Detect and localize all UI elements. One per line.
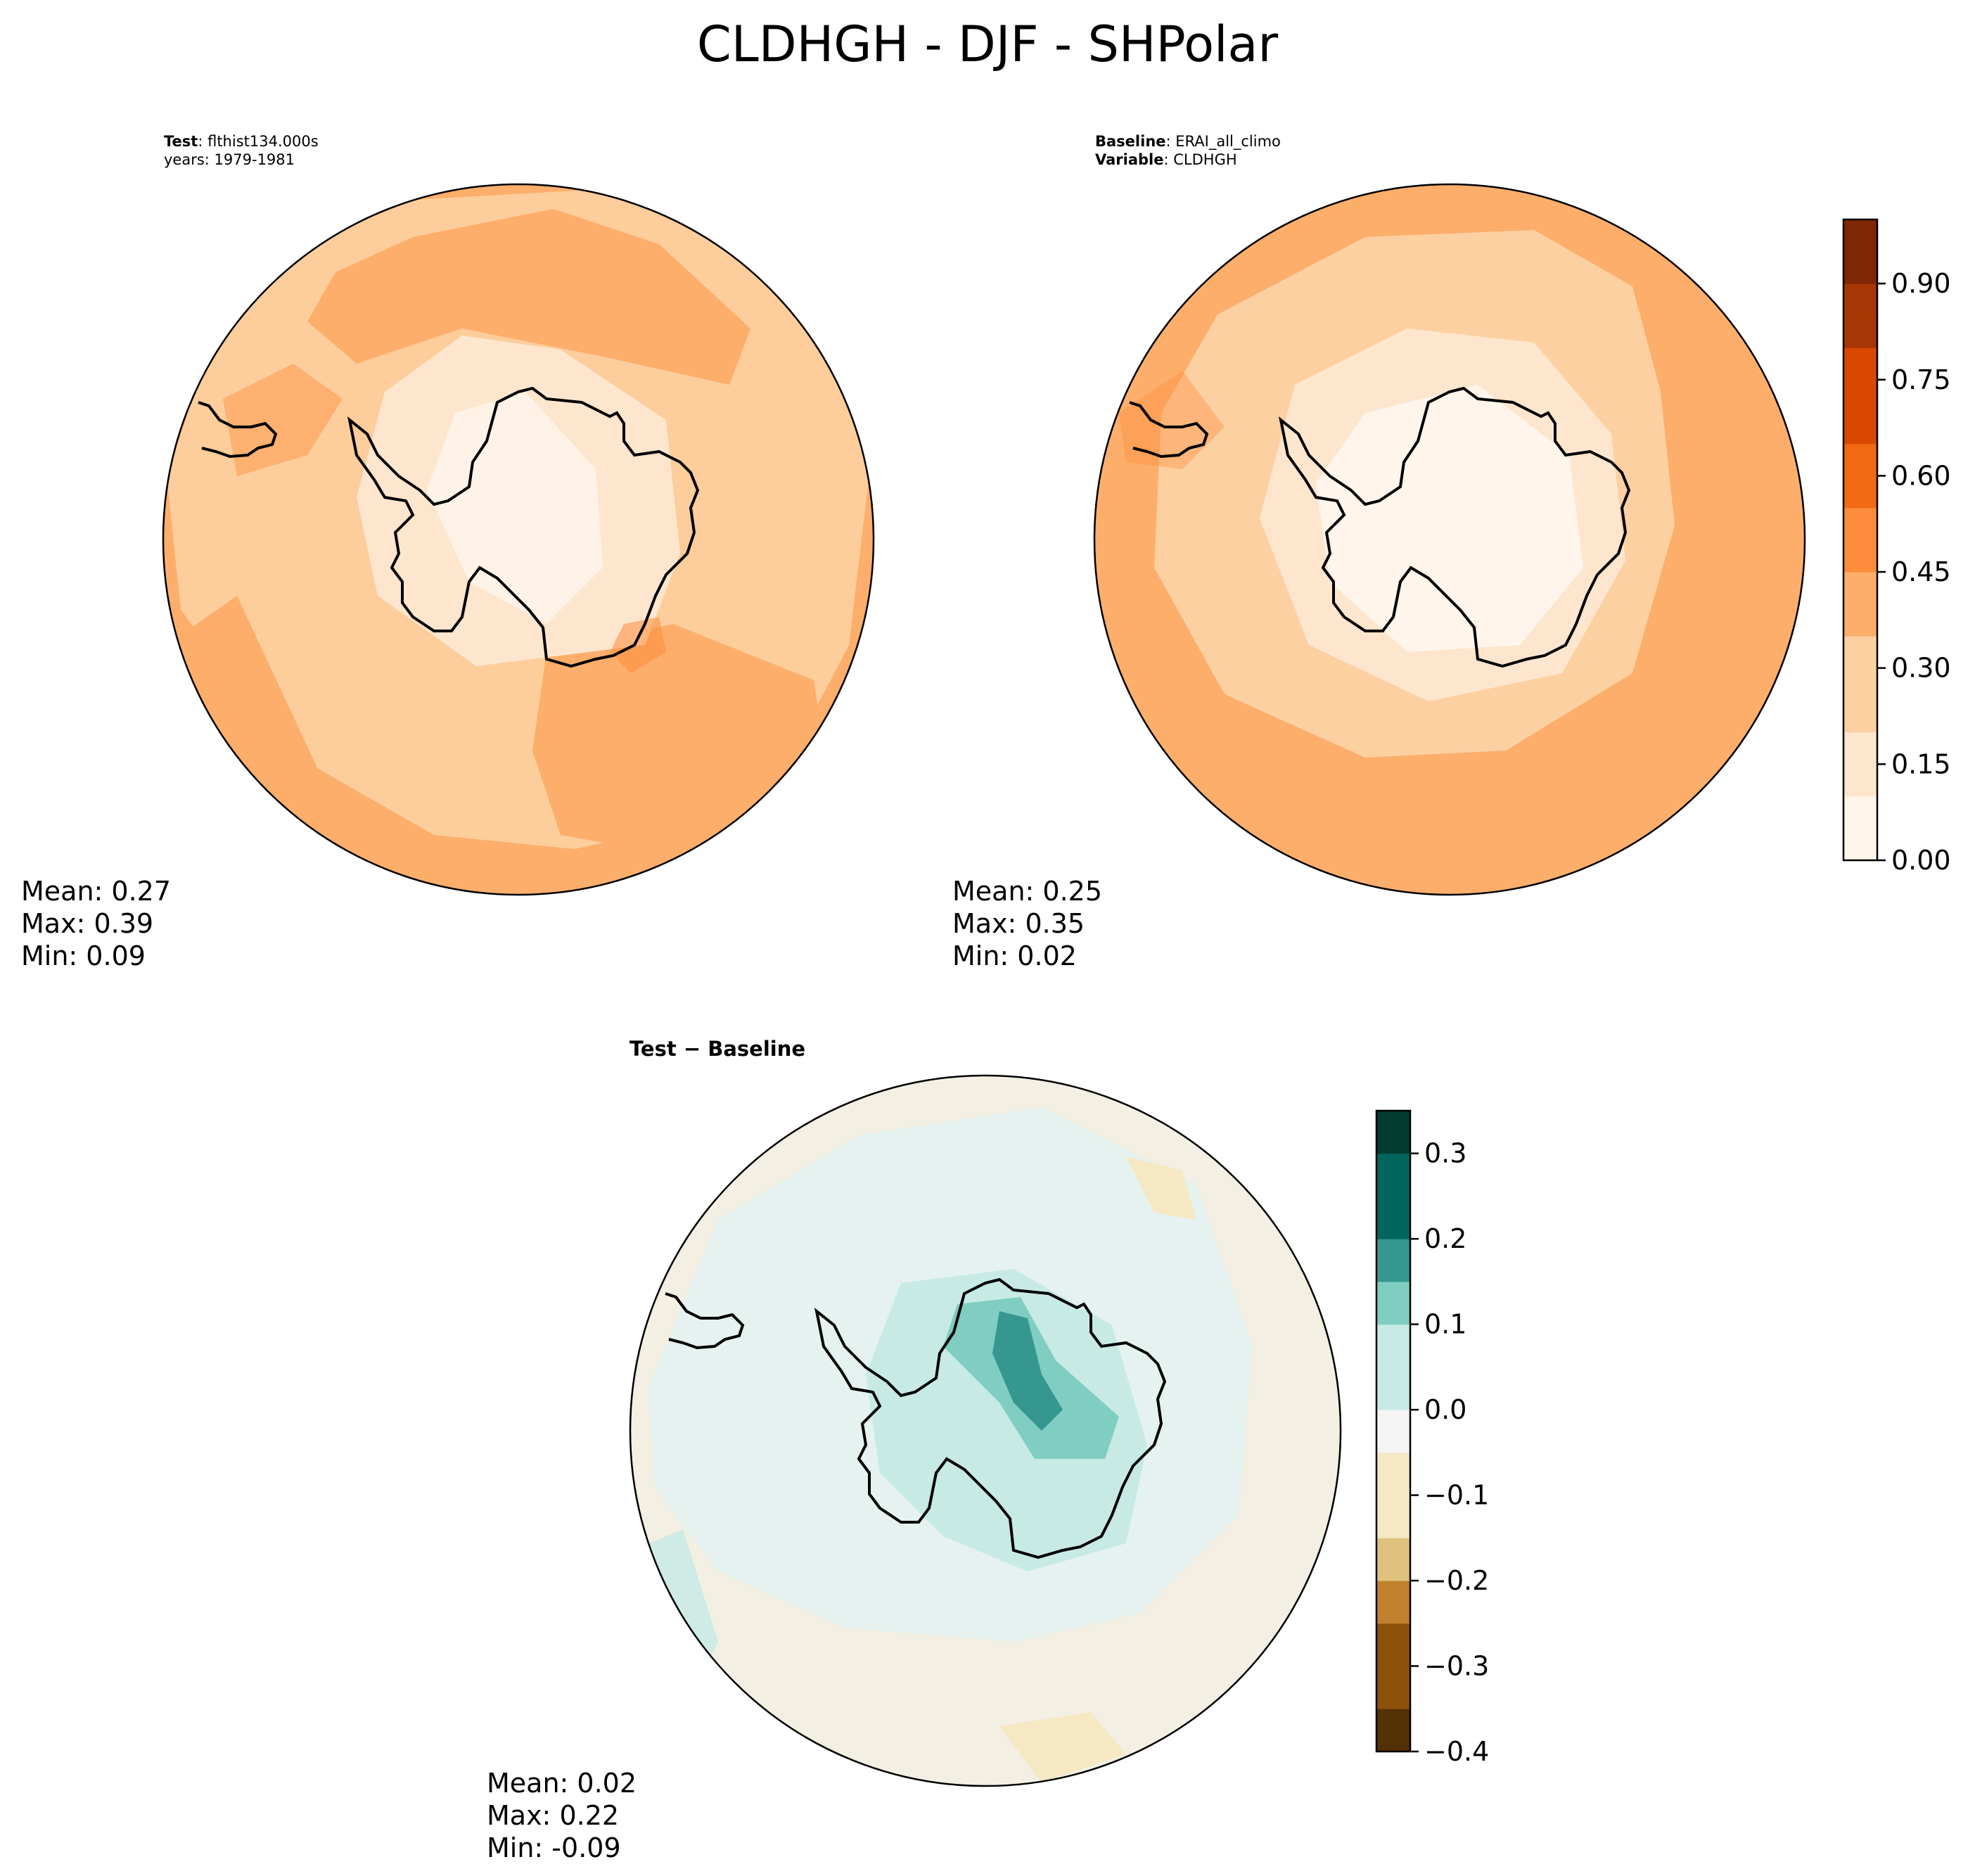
colorbar-brbg-segment [1376, 1239, 1410, 1282]
colorbar-oranges-tick-label: 0.75 [1891, 364, 1951, 395]
test-map-border [162, 183, 875, 896]
colorbar-oranges-tick-label: 0.30 [1891, 653, 1951, 684]
colorbar-oranges-tick-label: 0.60 [1891, 460, 1951, 491]
baseline-min: Min: 0.02 [952, 940, 1077, 971]
colorbar-oranges-segment [1843, 604, 1877, 637]
colorbar-brbg-segment [1376, 1709, 1410, 1752]
colorbar-oranges-segment [1843, 764, 1877, 797]
colorbar-oranges-segment [1843, 219, 1877, 253]
colorbar-brbg-tick-label: 0.3 [1424, 1138, 1466, 1169]
test-field-hotspot [610, 617, 666, 673]
colorbar-brbg-segment [1376, 1410, 1410, 1453]
colorbar-oranges-segment [1843, 668, 1877, 701]
colorbar-oranges-segment [1843, 540, 1877, 573]
colorbar-oranges-segment [1843, 251, 1877, 284]
baseline-field-core [1316, 385, 1583, 652]
colorbar-oranges-segment [1843, 507, 1877, 540]
colorbar-oranges-segment [1843, 476, 1877, 509]
colorbar-brbg-segment [1376, 1623, 1410, 1667]
baseline-map-border [1093, 183, 1806, 896]
diff-stats: Mean: 0.02 Max: 0.22 Min: -0.09 [487, 1767, 637, 1864]
colorbar-brbg-segment [1376, 1581, 1410, 1624]
diff-map-border [629, 1074, 1342, 1787]
colorbar-brbg-tick-label: −0.4 [1424, 1736, 1489, 1767]
colorbar-brbg-tick-label: −0.2 [1424, 1565, 1489, 1596]
diff-field-negative-south [999, 1712, 1126, 1782]
baseline-label-value: ERAI_all_climo [1175, 133, 1281, 150]
colorbar-oranges-tick-label: 0.90 [1891, 268, 1951, 299]
baseline-variable-bold: Variable [1095, 151, 1164, 168]
test-stats: Mean: 0.27 Max: 0.39 Min: 0.09 [21, 875, 171, 972]
colorbar-brbg-segment [1376, 1538, 1410, 1581]
colorbar-oranges-segment [1843, 572, 1877, 605]
test-max: Max: 0.39 [21, 908, 154, 939]
baseline-max: Max: 0.35 [952, 908, 1085, 939]
colorbar-brbg: −0.4 −0.3 −0.2 −0.1 0.0 0.1 0.2 0.3 [1375, 1109, 1489, 1767]
diff-field-positive-peak [992, 1311, 1063, 1431]
colorbar-oranges-segment [1843, 732, 1877, 765]
diff-mean: Mean: 0.02 [487, 1768, 637, 1799]
colorbar-oranges-segment [1843, 443, 1877, 476]
colorbar-brbg-segment [1376, 1111, 1410, 1154]
colorbar-oranges-tick-label: 0.15 [1891, 748, 1951, 779]
test-field-patch-north [307, 209, 750, 385]
colorbar-oranges-tick-label: 0.00 [1891, 845, 1951, 876]
baseline-label: Baseline: ERAI_all_climo Variable: CLDHG… [1095, 133, 1281, 168]
map-outlines [162, 183, 1806, 1787]
colorbar-brbg-tick-label: 0.1 [1424, 1309, 1466, 1340]
diff-field-negative [1126, 1156, 1196, 1220]
colorbar-oranges-segment [1843, 796, 1877, 829]
diff-title: Test − Baseline [629, 1037, 806, 1061]
colorbar-brbg-tick-label: 0.0 [1424, 1394, 1466, 1425]
colorbar-oranges-segment [1843, 315, 1877, 348]
colorbar-brbg-tick-label: −0.1 [1424, 1480, 1489, 1511]
colorbar-brbg-tick-label: −0.3 [1424, 1651, 1489, 1682]
diff-field-positive [866, 1269, 1147, 1571]
colorbar-oranges-segment [1843, 379, 1877, 412]
figure-title: CLDHGH - DJF - SHPolar [696, 15, 1279, 73]
colorbar-oranges-segment [1843, 828, 1877, 861]
colorbar-brbg-tick-label: 0.2 [1424, 1223, 1466, 1254]
colorbar-oranges: 0.00 0.15 0.30 0.45 0.60 0.75 0.90 [1842, 218, 1951, 876]
colorbar-brbg-segment [1376, 1324, 1410, 1367]
baseline-map [1094, 184, 1805, 895]
colorbar-brbg-segment [1376, 1153, 1410, 1197]
diff-map [630, 1076, 1341, 1786]
colorbar-brbg-segment [1376, 1196, 1410, 1239]
test-min: Min: 0.09 [21, 940, 146, 971]
colorbar-oranges-segment [1843, 283, 1877, 317]
baseline-label-bold: Baseline [1095, 133, 1166, 150]
baseline-variable-value: CLDHGH [1173, 151, 1237, 168]
diff-max: Max: 0.22 [487, 1800, 620, 1831]
colorbar-oranges-segment [1843, 411, 1877, 445]
colorbar-brbg-segment [1376, 1666, 1410, 1709]
test-field-core [427, 392, 603, 624]
test-label-value: flthist134.000s [207, 133, 319, 150]
test-label-bold: Test [164, 133, 198, 150]
test-map [163, 184, 874, 895]
colorbar-oranges-segment [1843, 636, 1877, 669]
test-label: Test: flthist134.000s years: 1979-1981 [164, 133, 319, 168]
diff-min: Min: -0.09 [487, 1832, 621, 1863]
baseline-mean: Mean: 0.25 [952, 876, 1103, 907]
colorbar-oranges-frame [1842, 218, 1879, 862]
baseline-stats: Mean: 0.25 Max: 0.35 Min: 0.02 [952, 875, 1102, 972]
colorbar-brbg-segment [1376, 1452, 1410, 1496]
test-mean: Mean: 0.27 [21, 876, 172, 907]
colorbar-brbg-frame [1375, 1109, 1412, 1753]
colorbar-brbg-segment [1376, 1281, 1410, 1325]
colorbar-oranges-segment [1843, 347, 1877, 381]
test-field-west-hotspot [223, 364, 343, 476]
test-years: years: 1979-1981 [164, 151, 295, 168]
colorbar-oranges-segment [1843, 700, 1877, 733]
test-field-patch-west [167, 596, 335, 863]
test-field-patch-south [532, 624, 828, 863]
colorbar-brbg-segment [1376, 1495, 1410, 1538]
colorbar-oranges-tick-label: 0.45 [1891, 556, 1951, 587]
colorbar-brbg-segment [1376, 1367, 1410, 1410]
